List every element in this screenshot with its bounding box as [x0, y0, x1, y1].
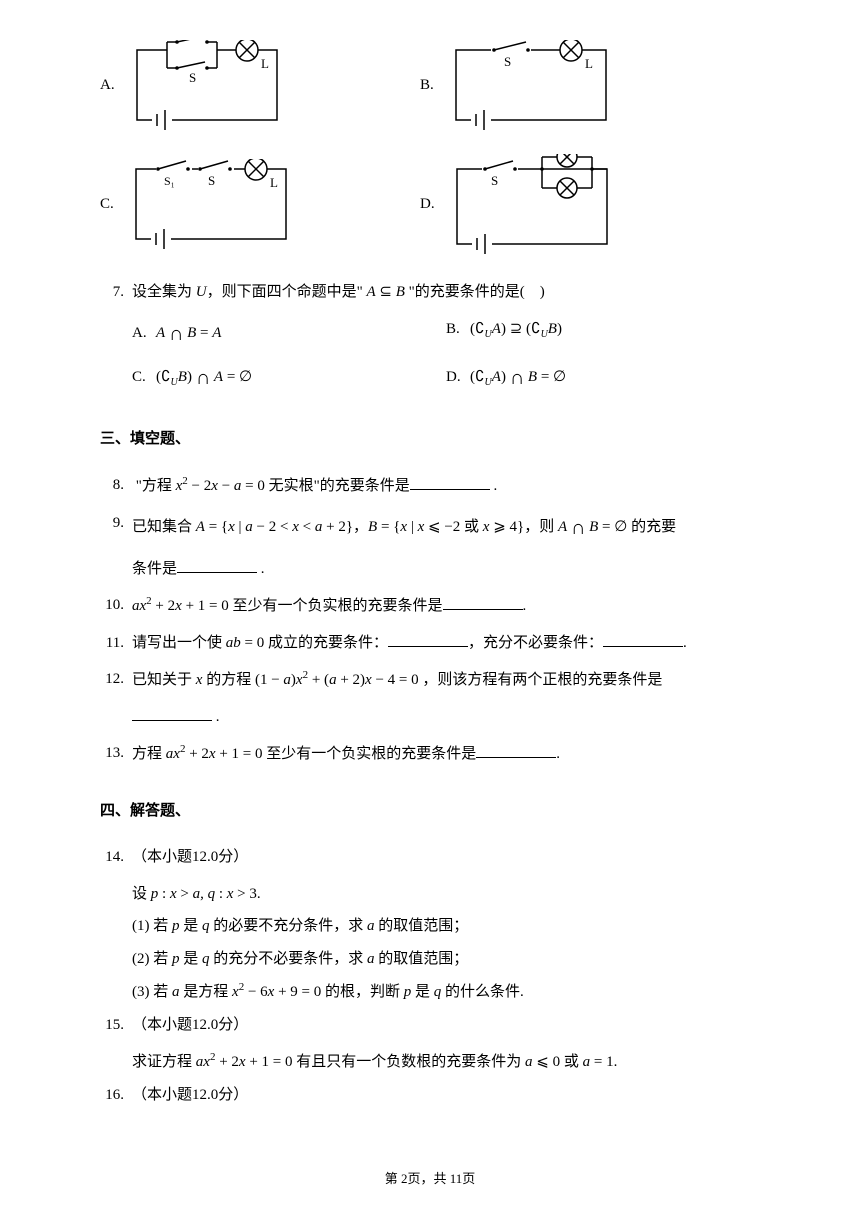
- circuit-row-2: C. S₁ S L D.: [100, 154, 760, 254]
- q14-number: 14.: [100, 843, 132, 872]
- q9-blank: [177, 558, 257, 573]
- circuit-a-diagram: S L: [127, 40, 287, 130]
- q11-body: 请写出一个使 ab = 0 成立的充要条件：，充分不必要条件：.: [132, 629, 760, 658]
- option-c-label: C.: [100, 190, 114, 219]
- question-16: 16. （本小题12.0分）: [100, 1081, 760, 1110]
- section-3-header: 三、填空题、: [100, 425, 760, 454]
- question-10: 10. ax2 + 2x + 1 = 0 至少有一个负实根的充要条件是.: [100, 591, 760, 621]
- option-b-container: B. S L: [420, 40, 616, 130]
- question-13: 13. 方程 ax2 + 2x + 1 = 0 至少有一个负实根的充要条件是.: [100, 739, 760, 769]
- question-8: 8. "方程 x2 − 2x − a = 0 无实根"的充要条件是 .: [100, 471, 760, 501]
- q16-number: 16.: [100, 1081, 132, 1110]
- q7-number: 7.: [100, 278, 132, 307]
- question-12: 12. 已知关于 x 的方程 (1 − a)x2 + (a + 2)x − 4 …: [100, 665, 760, 695]
- q8-body: "方程 x2 − 2x − a = 0 无实根"的充要条件是 .: [132, 471, 760, 501]
- option-a-label: A.: [100, 71, 115, 100]
- q12-number: 12.: [100, 665, 132, 694]
- q15-line1: 求证方程 ax2 + 2x + 1 = 0 有且只有一个负数根的充要条件为 a …: [132, 1047, 760, 1077]
- q12-continued: .: [132, 703, 760, 732]
- q15-header: （本小题12.0分）: [132, 1011, 760, 1040]
- q14-sub3: (3) 若 a 是方程 x2 − 6x + 9 = 0 的根，判断 p 是 q …: [132, 977, 760, 1007]
- svg-text:S₁: S₁: [164, 174, 175, 188]
- question-9: 9. 已知集合 A = {x | a − 2 < x < a + 2}，B = …: [100, 509, 760, 547]
- q12-body: 已知关于 x 的方程 (1 − a)x2 + (a + 2)x − 4 = 0 …: [132, 665, 760, 695]
- section-4-header: 四、解答题、: [100, 797, 760, 826]
- q14-header: （本小题12.0分）: [132, 843, 760, 872]
- circuit-c-diagram: S₁ S L: [126, 159, 296, 249]
- q7-choices-row2: C.(∁UB) ∩ A = ∅ D.(∁UA) ∩ B = ∅: [132, 359, 760, 397]
- circuit-d-diagram: S L: [447, 154, 617, 254]
- question-15: 15. （本小题12.0分）: [100, 1011, 760, 1040]
- q7-choice-d: D.(∁UA) ∩ B = ∅: [446, 359, 760, 397]
- page-footer: 第 2页，共 11页: [0, 1167, 860, 1192]
- q11-blank2: [603, 632, 683, 647]
- q14-sub2: (2) 若 p 是 q 的充分不必要条件，求 a 的取值范围；: [132, 945, 760, 974]
- option-d-label: D.: [420, 190, 435, 219]
- question-7: 7. 设全集为 U，则下面四个命题中是" A ⊆ B "的充要条件的是( ): [100, 278, 760, 307]
- svg-text:S: S: [208, 173, 215, 188]
- q12-blank: [132, 706, 212, 721]
- q13-body: 方程 ax2 + 2x + 1 = 0 至少有一个负实根的充要条件是.: [132, 739, 760, 769]
- q15-number: 15.: [100, 1011, 132, 1040]
- option-a-container: A. S L: [100, 40, 400, 130]
- q10-number: 10.: [100, 591, 132, 620]
- q9-number: 9.: [100, 509, 132, 538]
- option-b-label: B.: [420, 71, 434, 100]
- svg-text:L: L: [585, 56, 593, 71]
- question-11: 11. 请写出一个使 ab = 0 成立的充要条件：，充分不必要条件：.: [100, 629, 760, 658]
- question-14: 14. （本小题12.0分）: [100, 843, 760, 872]
- q11-blank1: [388, 632, 468, 647]
- svg-text:S: S: [491, 173, 498, 188]
- q7-choices-row1: A.A ∩ B = A B.(∁UA) ⊇ (∁UB): [132, 315, 760, 353]
- svg-text:S: S: [189, 70, 196, 85]
- circuit-b-diagram: S L: [446, 40, 616, 130]
- q13-number: 13.: [100, 739, 132, 768]
- q14-sub1: (1) 若 p 是 q 的必要不充分条件，求 a 的取值范围；: [132, 912, 760, 941]
- q16-header: （本小题12.0分）: [132, 1081, 760, 1110]
- q10-body: ax2 + 2x + 1 = 0 至少有一个负实根的充要条件是.: [132, 591, 760, 621]
- option-d-container: D. S L: [420, 154, 617, 254]
- option-c-container: C. S₁ S L: [100, 159, 400, 249]
- svg-text:S: S: [504, 54, 511, 69]
- q14-line1: 设 p : x > a, q : x > 3.: [132, 880, 760, 909]
- q8-number: 8.: [100, 471, 132, 500]
- q9-body: 已知集合 A = {x | a − 2 < x < a + 2}，B = {x …: [132, 509, 760, 547]
- svg-text:L: L: [261, 56, 269, 71]
- q13-blank: [476, 743, 556, 758]
- q9-continued: 条件是 .: [132, 555, 760, 584]
- circuit-row-1: A. S L: [100, 40, 760, 130]
- q10-blank: [443, 595, 523, 610]
- q7-choice-b: B.(∁UA) ⊇ (∁UB): [446, 315, 760, 353]
- q8-blank: [410, 475, 490, 490]
- q7-text: 设全集为 U，则下面四个命题中是" A ⊆ B "的充要条件的是( ): [132, 278, 760, 307]
- svg-text:L: L: [580, 154, 587, 157]
- svg-text:L: L: [270, 175, 278, 190]
- q11-number: 11.: [100, 629, 132, 658]
- q7-choice-a: A.A ∩ B = A: [132, 315, 446, 353]
- q7-choice-c: C.(∁UB) ∩ A = ∅: [132, 359, 446, 397]
